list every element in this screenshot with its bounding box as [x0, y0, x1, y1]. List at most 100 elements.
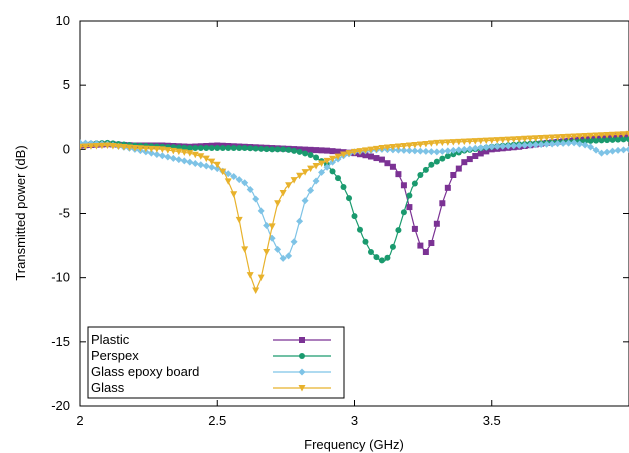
data-point: [471, 144, 479, 152]
x-axis-label: Frequency (GHz): [304, 437, 404, 452]
data-point: [609, 136, 616, 143]
data-point: [598, 149, 606, 157]
data-point: [389, 163, 396, 170]
legend-label: Glass: [91, 380, 125, 395]
y-tick-label: 0: [63, 141, 70, 156]
data-point: [208, 158, 216, 166]
data-point: [411, 147, 419, 155]
data-point: [482, 137, 490, 145]
y-tick-label: -10: [51, 270, 70, 285]
data-point: [548, 134, 556, 142]
data-point: [214, 145, 221, 152]
data-point: [186, 145, 193, 152]
data-point: [230, 145, 237, 152]
data-point: [290, 238, 298, 246]
data-point: [384, 254, 391, 261]
legend-item: Plastic: [91, 332, 331, 347]
data-point: [296, 172, 304, 180]
data-point: [136, 145, 144, 152]
data-point: [620, 136, 627, 143]
data-point: [405, 142, 413, 149]
data-point: [438, 147, 446, 155]
data-point: [362, 238, 369, 245]
data-point: [521, 141, 529, 149]
data-point: [587, 143, 595, 151]
data-point: [120, 144, 128, 151]
data-point: [274, 245, 282, 253]
data-point: [411, 225, 418, 232]
data-point: [400, 146, 408, 154]
data-point: [313, 147, 320, 154]
data-point: [587, 132, 595, 140]
data-point: [329, 168, 336, 175]
legend-label: Plastic: [91, 332, 130, 347]
data-point: [482, 143, 490, 151]
data-point: [158, 152, 166, 160]
data-point: [499, 136, 507, 144]
data-point: [433, 158, 440, 165]
x-tick-label: 2: [76, 413, 83, 428]
data-point: [428, 240, 435, 247]
data-point: [461, 159, 468, 166]
data-point: [532, 141, 540, 149]
data-point: [318, 147, 325, 154]
data-point: [302, 150, 309, 157]
data-point: [510, 142, 518, 150]
data-point: [318, 160, 326, 167]
data-point: [593, 137, 600, 144]
data-point: [225, 145, 232, 152]
data-point: [389, 243, 396, 250]
data-point: [521, 135, 529, 143]
data-point: [346, 195, 353, 202]
data-point: [191, 159, 199, 167]
data-point: [202, 162, 210, 170]
data-point: [263, 249, 271, 256]
data-point: [444, 153, 451, 160]
data-point: [471, 138, 479, 145]
data-point: [224, 178, 232, 185]
data-point: [109, 142, 117, 150]
data-point: [252, 145, 259, 152]
data-point: [466, 138, 474, 145]
data-point: [290, 177, 298, 184]
data-point: [235, 176, 243, 184]
data-point: [345, 150, 353, 157]
data-point: [620, 146, 628, 154]
data-point: [164, 153, 172, 161]
data-point: [147, 145, 155, 153]
data-point: [422, 249, 429, 255]
data-point: [246, 272, 254, 279]
data-point: [257, 207, 265, 215]
data-point: [620, 131, 628, 138]
data-point: [604, 137, 611, 144]
data-point: [367, 249, 374, 255]
data-point: [433, 148, 441, 156]
data-point: [158, 146, 166, 153]
data-point: [626, 136, 629, 143]
data-point: [477, 137, 485, 145]
data-point: [307, 186, 315, 194]
x-tick-label: 3.5: [483, 413, 501, 428]
data-point: [192, 145, 199, 152]
legend-item: Perspex: [91, 348, 331, 363]
data-point: [235, 216, 243, 224]
data-point: [378, 145, 386, 152]
data-point: [559, 134, 567, 141]
data-point: [570, 133, 578, 140]
data-point: [164, 147, 172, 154]
data-point: [181, 144, 188, 151]
data-point: [383, 144, 391, 152]
data-point: [554, 140, 562, 148]
data-point: [526, 141, 534, 149]
data-point: [537, 135, 545, 142]
data-point: [406, 204, 413, 211]
data-point: [488, 137, 496, 144]
data-point: [395, 171, 402, 178]
data-point: [323, 163, 331, 171]
data-point: [592, 146, 600, 154]
data-point: [592, 132, 600, 139]
data-point: [455, 146, 463, 154]
data-point: [493, 143, 501, 151]
data-point: [625, 145, 629, 153]
data-point: [147, 149, 155, 157]
